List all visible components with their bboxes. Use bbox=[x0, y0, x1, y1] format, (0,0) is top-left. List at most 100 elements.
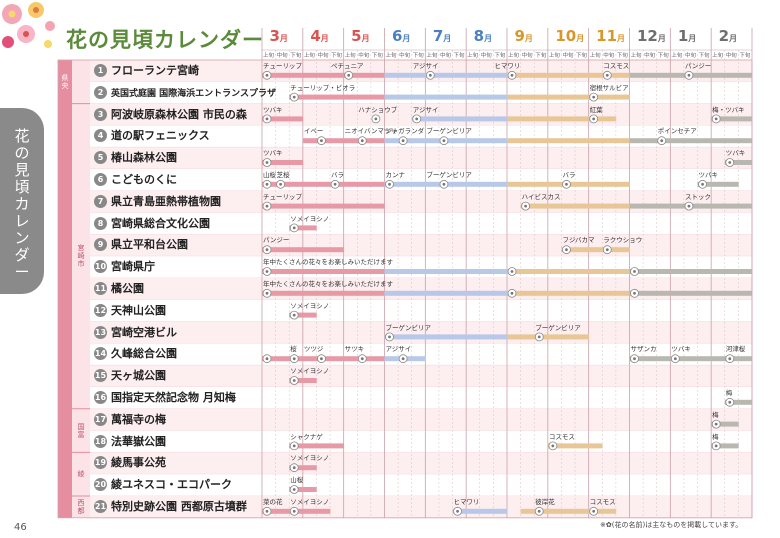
flower-icon-center bbox=[320, 139, 323, 143]
bloom-bar bbox=[629, 138, 644, 144]
bloom-bar bbox=[697, 138, 712, 144]
side-tab bbox=[0, 108, 44, 294]
bloom-bar bbox=[493, 508, 508, 514]
month-header: 11月 bbox=[596, 27, 626, 45]
flower-icon-center bbox=[728, 400, 732, 404]
flower-label: ハナショウブ bbox=[358, 105, 398, 114]
bloom-bar bbox=[438, 94, 453, 100]
side-tab-label: 花の見頃カレンダー bbox=[14, 127, 30, 281]
flower-label: 年中たくさんの花々をお楽しみいただけます bbox=[263, 280, 393, 288]
bloom-bar bbox=[738, 138, 753, 144]
flower-label: 梅 bbox=[712, 432, 719, 441]
sub-period: 下旬 bbox=[371, 53, 383, 59]
bloom-bar bbox=[275, 247, 290, 253]
bloom-bar bbox=[275, 269, 290, 274]
flower-label: パンジー bbox=[684, 62, 712, 70]
sub-period: 下旬 bbox=[494, 53, 506, 59]
bloom-bar bbox=[602, 269, 617, 274]
bloom-bar bbox=[738, 160, 753, 165]
bloom-bar bbox=[398, 290, 413, 296]
flower-icon-center bbox=[388, 335, 391, 339]
bloom-bar bbox=[615, 94, 630, 100]
bloom-bar bbox=[493, 72, 508, 78]
bloom-bar bbox=[302, 465, 317, 471]
bloom-bar bbox=[438, 72, 453, 78]
bloom-bar bbox=[411, 138, 426, 144]
bloom-bar bbox=[520, 138, 535, 144]
flower-icon-center bbox=[728, 357, 732, 361]
flower-label: 年中たくさんの花々をお楽しみいただけます bbox=[263, 258, 393, 267]
flower-icon-center bbox=[265, 117, 269, 121]
bloom-bar bbox=[738, 72, 753, 78]
flower-icon-center bbox=[320, 357, 323, 361]
bloom-bar bbox=[534, 290, 549, 296]
bloom-bar bbox=[370, 181, 385, 187]
bloom-bar bbox=[275, 508, 290, 514]
flower-icon-center bbox=[510, 73, 514, 77]
bloom-bar bbox=[670, 269, 685, 274]
venue-name: 英国式庭園 国際海浜エントランスプラザ bbox=[111, 88, 276, 99]
sub-period: 上旬 bbox=[263, 53, 275, 59]
venue-name: 特別史跡公園 西都原古墳群 bbox=[111, 500, 247, 513]
flower-icon-center bbox=[687, 204, 691, 208]
row-number: 12 bbox=[94, 303, 107, 317]
flower-icon-center bbox=[265, 357, 269, 361]
row-number: 21 bbox=[94, 500, 107, 513]
flower-label: ヒマワリ bbox=[494, 62, 521, 70]
page-title: 花の見頃カレンダー bbox=[66, 28, 264, 52]
venue-name: 橘公園 bbox=[111, 282, 144, 295]
flower-icon-center bbox=[592, 509, 596, 513]
bloom-bar bbox=[575, 94, 589, 100]
bloom-bar bbox=[507, 116, 521, 122]
bloom-bar bbox=[738, 269, 753, 274]
bloom-bar bbox=[575, 508, 589, 514]
row-number: 1 bbox=[94, 64, 107, 77]
bloom-bar bbox=[534, 116, 549, 122]
flower-icon-center bbox=[592, 95, 596, 99]
flower-label: 梅 bbox=[712, 410, 719, 419]
sub-period: 下旬 bbox=[739, 53, 751, 59]
flower-label: アジサイ bbox=[412, 62, 439, 70]
bloom-bar bbox=[561, 269, 576, 274]
group-label: 国富 bbox=[77, 422, 85, 439]
bloom-bar bbox=[370, 269, 385, 274]
bloom-bar bbox=[561, 94, 576, 100]
bloom-bar bbox=[479, 116, 494, 122]
bloom-bar bbox=[588, 443, 603, 449]
bloom-bar bbox=[370, 138, 385, 144]
bloom-bar bbox=[425, 94, 440, 100]
flower-icon-center bbox=[428, 73, 432, 77]
bloom-bar bbox=[493, 94, 508, 100]
month-header: 12月 bbox=[636, 27, 666, 45]
bloom-bar bbox=[343, 94, 358, 100]
bloom-bar bbox=[466, 269, 481, 274]
bloom-bar bbox=[330, 247, 344, 253]
row-number: 15 bbox=[94, 369, 107, 383]
bloom-bar bbox=[602, 203, 617, 209]
bloom-bar bbox=[534, 72, 549, 78]
flower-icon-center bbox=[265, 291, 269, 295]
bloom-bar bbox=[724, 138, 739, 144]
flower-icon-center bbox=[565, 248, 568, 252]
sub-period: 上旬 bbox=[548, 53, 560, 59]
bloom-bar bbox=[520, 72, 535, 78]
bloom-bar bbox=[547, 181, 562, 187]
bloom-bar bbox=[302, 443, 317, 449]
bloom-bar bbox=[724, 443, 739, 449]
bloom-bar bbox=[534, 94, 549, 100]
bloom-bar bbox=[670, 203, 685, 209]
bloom-bar bbox=[438, 290, 453, 296]
bloom-bar bbox=[602, 94, 617, 100]
flower-label: コスモス bbox=[603, 62, 630, 70]
flower-label: アジサイ bbox=[385, 345, 412, 354]
bloom-bar bbox=[697, 290, 712, 296]
bloom-bar bbox=[343, 138, 358, 144]
bloom-bar bbox=[370, 94, 385, 100]
row-number: 2 bbox=[94, 85, 107, 99]
flower-icon-center bbox=[360, 139, 364, 143]
bloom-bar bbox=[370, 356, 385, 362]
bloom-bar bbox=[289, 116, 304, 122]
flower-label: サザンカ bbox=[630, 345, 657, 354]
row-number: 9 bbox=[94, 238, 107, 252]
